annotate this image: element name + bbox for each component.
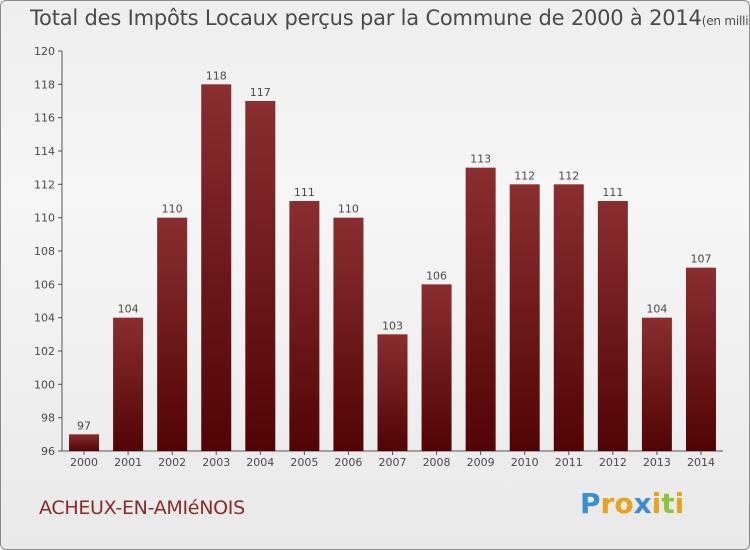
bar bbox=[377, 334, 408, 451]
chart-title: Total des Impôts Locaux perçus par la Co… bbox=[30, 6, 749, 30]
bar bbox=[201, 84, 232, 451]
logo-letter: x bbox=[633, 487, 652, 520]
bar-value-label: 106 bbox=[426, 269, 447, 282]
bar-value-label: 97 bbox=[77, 419, 91, 432]
y-tick-label: 106 bbox=[34, 278, 55, 291]
bar bbox=[509, 184, 540, 452]
y-tick-label: 112 bbox=[34, 178, 55, 191]
bar bbox=[157, 217, 188, 451]
proxiti-logo: Proxiti bbox=[580, 487, 684, 520]
bar-value-label: 118 bbox=[206, 69, 227, 82]
bar-value-label: 111 bbox=[602, 186, 623, 199]
x-tick-label: 2000 bbox=[70, 456, 98, 469]
bar bbox=[685, 267, 716, 451]
bar-value-label: 110 bbox=[162, 203, 183, 216]
x-axis: 2000 2001 2002 2003 2004 2005 2006 2007 2008 2009… bbox=[62, 450, 723, 469]
x-tick-label: 2013 bbox=[643, 456, 671, 469]
y-tick-label: 98 bbox=[41, 412, 55, 425]
logo-letter: i bbox=[651, 487, 662, 520]
x-tick-label: 2012 bbox=[599, 456, 627, 469]
bar-value-label: 112 bbox=[514, 169, 535, 182]
bar bbox=[289, 201, 320, 451]
bar bbox=[597, 201, 628, 451]
bar-value-label: 117 bbox=[250, 86, 271, 99]
x-tick-label: 2006 bbox=[334, 456, 362, 469]
bar-value-label: 112 bbox=[558, 169, 579, 182]
y-tick-label: 114 bbox=[34, 145, 55, 158]
x-tick-label: 2004 bbox=[246, 456, 274, 469]
logo-letter: P bbox=[580, 487, 601, 520]
bar bbox=[333, 217, 364, 451]
bar bbox=[553, 184, 584, 452]
y-tick-label: 110 bbox=[34, 212, 55, 225]
bar-value-label: 111 bbox=[294, 186, 315, 199]
bar bbox=[69, 434, 100, 451]
bar bbox=[641, 317, 672, 451]
x-tick-label: 2010 bbox=[511, 456, 539, 469]
x-tick-label: 2011 bbox=[555, 456, 583, 469]
bar bbox=[245, 101, 276, 451]
bars: 97 104 110 118 117 111 110 103 106 113 112 112 111 10… bbox=[69, 69, 716, 452]
y-tick-label: 104 bbox=[34, 312, 55, 325]
chart-title-text: Total des Impôts Locaux perçus par la Co… bbox=[30, 6, 702, 30]
bar-value-label: 110 bbox=[338, 203, 359, 216]
y-tick-label: 118 bbox=[34, 78, 55, 91]
x-tick-label: 2009 bbox=[467, 456, 495, 469]
chart-unit: (en milliers d'€) bbox=[701, 14, 749, 28]
y-tick-label: 100 bbox=[34, 378, 55, 391]
logo-letter: i bbox=[674, 487, 685, 520]
y-tick-label: 102 bbox=[34, 345, 55, 358]
bar bbox=[421, 284, 452, 451]
bar bbox=[465, 167, 496, 451]
commune-name: ACHEUX-EN-AMIéNOIS bbox=[39, 497, 245, 519]
logo-letter: t bbox=[661, 487, 675, 520]
bar bbox=[113, 317, 144, 451]
x-tick-label: 2001 bbox=[114, 456, 142, 469]
x-tick-label: 2002 bbox=[158, 456, 186, 469]
bar-value-label: 104 bbox=[118, 303, 139, 316]
bar-value-label: 113 bbox=[470, 153, 491, 166]
x-tick-label: 2003 bbox=[202, 456, 230, 469]
bar-value-label: 107 bbox=[690, 253, 711, 266]
y-tick-label: 116 bbox=[34, 112, 55, 125]
logo-letter: r bbox=[600, 487, 615, 520]
x-tick-label: 2007 bbox=[379, 456, 407, 469]
bar-value-label: 103 bbox=[382, 319, 403, 332]
y-tick-label: 120 bbox=[34, 45, 55, 58]
x-tick-label: 2008 bbox=[423, 456, 451, 469]
y-tick-label: 108 bbox=[34, 245, 55, 258]
x-tick-label: 2014 bbox=[687, 456, 715, 469]
y-tick-label: 96 bbox=[41, 445, 55, 458]
logo-letter: o bbox=[614, 487, 634, 520]
x-tick-label: 2005 bbox=[290, 456, 318, 469]
y-axis: 96 98 100 102 104 106 108 110 112 114 116 118 120 bbox=[34, 45, 63, 458]
bar-value-label: 104 bbox=[646, 303, 667, 316]
